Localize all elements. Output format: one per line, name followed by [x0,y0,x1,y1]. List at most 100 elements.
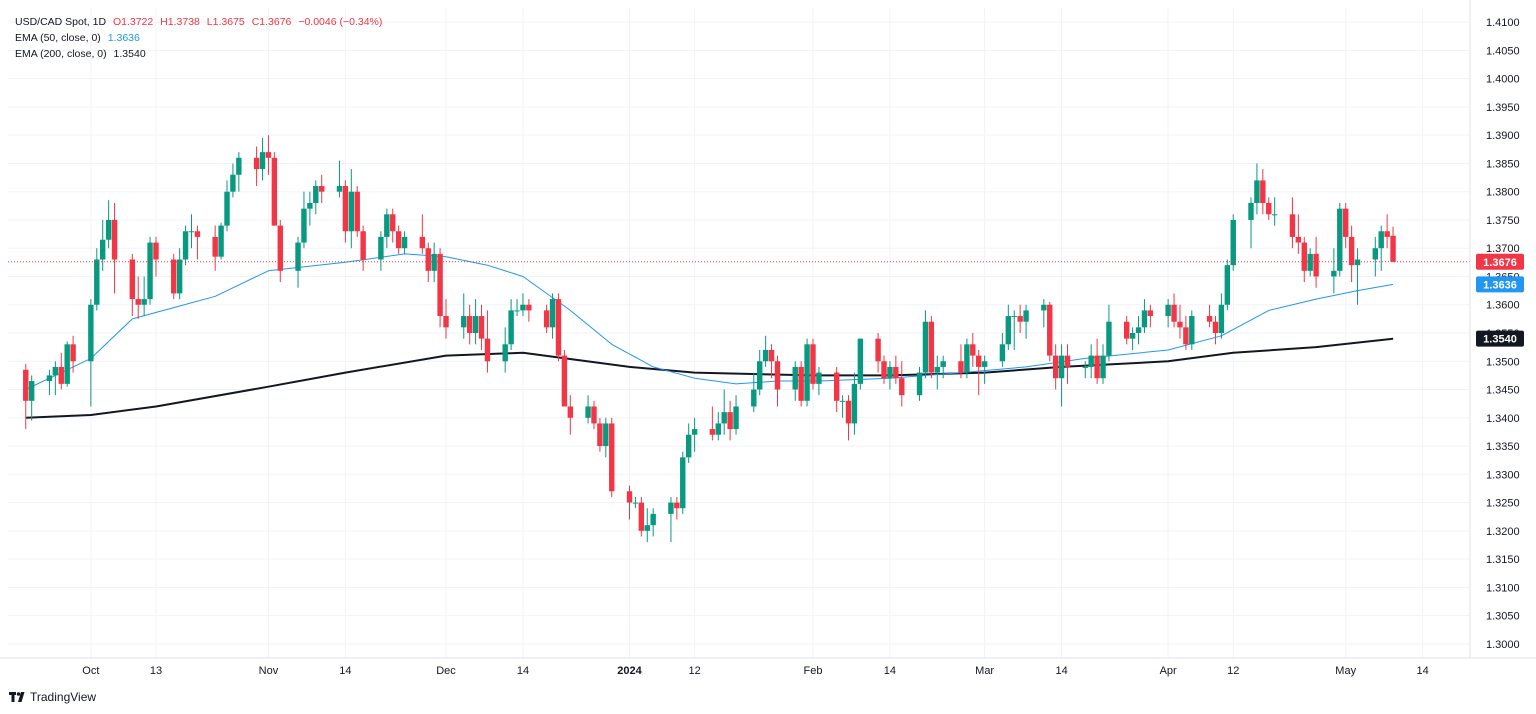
ema200-legend-row: EMA (200, close, 0) 1.3540 [15,46,386,62]
candle-up [236,157,242,175]
candle-up [1100,355,1106,379]
candle-up [1218,304,1225,333]
candle-up [1023,310,1029,322]
y-tick-label: 1.3600 [1486,300,1520,312]
candle-up [295,242,301,271]
candle-up [632,502,639,504]
candle-down [129,259,135,300]
candle-down [342,186,349,232]
candle-up [1248,203,1254,220]
candle-up [307,203,313,209]
candle-up [141,299,147,305]
candle-up [887,366,893,379]
candle-up [685,434,692,458]
candle-up [999,344,1006,362]
candle-up [147,242,153,300]
candle-down [1348,236,1355,266]
candle-up [1165,304,1171,317]
y-tick-label: 1.3850 [1486,158,1520,170]
candle-up [431,253,437,271]
candle-down [1094,355,1100,379]
candle-up [1331,270,1337,277]
candle-down [135,299,141,305]
x-tick-label: 2024 [617,665,642,677]
candle-down [1183,327,1189,345]
x-tick-label: 14 [1417,665,1429,677]
ema200-label: EMA (200, close, 0) [15,48,107,60]
candle-up [721,412,727,424]
candle-up [1041,304,1047,311]
candle-down [1123,321,1130,339]
y-tick-label: 1.3000 [1486,639,1520,651]
candle-up [1307,253,1313,271]
x-tick-label: 14 [517,665,529,677]
candle-up [176,259,183,294]
candle-up [472,316,479,333]
candle-up [224,191,230,226]
candle-down [70,344,76,362]
x-tick-label: 12 [1227,665,1239,677]
candle-down [674,502,680,509]
y-tick-label: 1.4050 [1486,45,1520,57]
y-tick-label: 1.3050 [1486,611,1520,623]
candle-up [691,429,698,435]
candle-up [792,366,798,390]
candle-down [1171,304,1177,322]
x-tick-label: Dec [436,665,456,677]
candle-down [727,412,733,430]
x-tick-label: 13 [150,665,162,677]
ema50-label: EMA (50, close, 0) [15,32,101,44]
candle-down [111,219,118,260]
candle-down [1177,321,1183,328]
candle-down [845,400,852,424]
candle-down [798,366,804,401]
candle-down [437,253,443,317]
candle-up [384,214,390,237]
ema50-line [25,253,1394,390]
last-price-badge-bg [1476,253,1524,270]
candle-up [751,389,757,407]
x-tick-label: 14 [1055,665,1067,677]
candle-up [88,304,94,362]
candle-down [976,355,982,367]
candle-down [171,259,177,294]
brand-label: TradingView [30,690,97,704]
tradingview-brand[interactable]: TradingView [9,690,96,704]
y-tick-label: 1.4000 [1486,74,1520,86]
candle-up [922,321,929,373]
candle-up [259,152,266,170]
candle-up [313,186,319,203]
candle-down [58,366,64,384]
candle-up [1354,259,1361,266]
candle-up [816,372,822,384]
candle-up [28,381,35,401]
ema200-line [25,337,1394,419]
candle-down [561,355,568,407]
candle-down [774,361,781,390]
candle-down [1343,208,1349,237]
candle-down [478,316,485,339]
candle-down [1047,304,1053,356]
candle-up [502,344,508,362]
candle-up [378,236,384,260]
symbol-label: USD/CAD Spot, 1D [15,16,107,28]
candle-up [585,406,591,418]
candle-down [1266,203,1272,215]
candle-up [182,231,189,260]
last-price-badge-label: 1.3676 [1483,257,1517,269]
x-tick-label: May [1335,665,1356,677]
candle-up [757,361,763,390]
candle-up [188,231,195,233]
candle-down [709,429,716,435]
y-tick-label: 1.3300 [1486,469,1520,481]
candle-down [443,316,449,328]
candle-up [603,423,609,447]
open-value: O1.3722 [112,16,154,28]
candle-down [277,225,283,271]
candle-up [461,316,467,328]
candle-up [401,236,408,249]
y-tick-label: 1.3800 [1486,187,1520,199]
high-value: H1.3738 [160,16,200,28]
change-value: −0.0046 (−0.34%) [298,16,383,28]
